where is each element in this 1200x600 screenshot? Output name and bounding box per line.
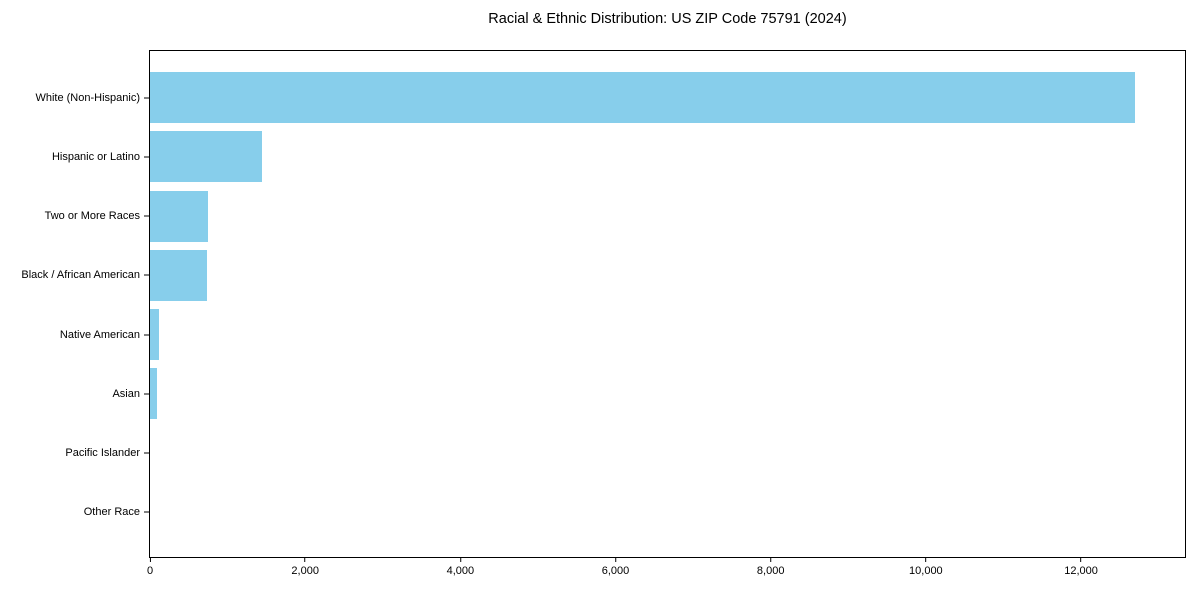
y-axis-tick: [144, 156, 149, 158]
bar: [150, 131, 262, 183]
chart-row: Hispanic or Latino: [52, 127, 1185, 186]
chart-row: Two or More Races: [45, 187, 1185, 246]
x-axis-tick: 12,000: [1064, 558, 1098, 577]
x-tick-mark: [1080, 558, 1082, 562]
y-axis-label: White (Non-Hispanic): [35, 91, 140, 104]
y-axis-label: Asian: [112, 387, 140, 400]
x-tick-mark: [304, 558, 306, 562]
x-axis-tick: 10,000: [909, 558, 943, 577]
x-axis-tick: 4,000: [446, 558, 475, 577]
x-axis-tick: 2,000: [291, 558, 319, 577]
x-tick-mark: [925, 558, 927, 562]
chart-row: White (Non-Hispanic): [35, 68, 1185, 127]
x-axis-tick: 0: [147, 558, 153, 577]
x-tick-label: 8,000: [756, 565, 785, 577]
y-axis-tick: [144, 334, 149, 336]
y-axis-tick: [144, 97, 149, 99]
bars-container: White (Non-Hispanic) Hispanic or Latino Tw…: [21, 51, 1185, 557]
y-axis-tick: [144, 452, 149, 454]
y-axis-tick: [144, 511, 149, 513]
chart-row: Other Race: [84, 483, 1185, 542]
y-axis-label: Native American: [59, 328, 140, 341]
y-axis-label: Black / African American: [21, 269, 140, 282]
y-axis-tick: [144, 274, 149, 276]
chart-row: Native American: [60, 305, 1185, 364]
x-axis: 0 2,000 4,000 6,000 8,000 10,000 12,000: [147, 557, 1185, 587]
x-tick-label: 12,000: [1064, 565, 1098, 577]
y-axis-label: Two or More Races: [44, 210, 140, 223]
y-axis-label: Pacific Islander: [65, 447, 140, 460]
x-tick-mark: [770, 558, 772, 562]
y-axis-tick: [144, 393, 149, 395]
x-tick-label: 10,000: [909, 565, 943, 577]
chart-row: Pacific Islander: [65, 424, 1185, 483]
plot-area: White (Non-Hispanic) Hispanic or Latino Tw…: [21, 50, 1186, 577]
bar: [150, 190, 208, 242]
y-axis-label: Other Race: [83, 506, 140, 519]
chart-row: Black / African American: [21, 246, 1185, 305]
chart-row: Asian: [112, 364, 1185, 423]
x-tick-label: 0: [146, 565, 154, 577]
bar: [150, 72, 1136, 124]
y-axis-tick: [144, 215, 149, 217]
x-tick-mark: [459, 558, 461, 562]
chart-title: Racial & Ethnic Distribution: US ZIP Cod…: [488, 11, 847, 27]
x-axis-tick: 6,000: [601, 558, 630, 577]
x-tick-label: 4,000: [446, 565, 475, 577]
x-tick-mark: [615, 558, 617, 562]
bar: [150, 249, 208, 301]
x-axis-tick: 8,000: [756, 558, 785, 577]
x-tick-mark: [149, 558, 151, 562]
x-tick-label: 2,000: [291, 565, 319, 577]
x-tick-label: 6,000: [601, 565, 630, 577]
bar: [150, 368, 158, 420]
bar: [150, 309, 159, 361]
y-axis-label: Hispanic or Latino: [51, 150, 140, 163]
